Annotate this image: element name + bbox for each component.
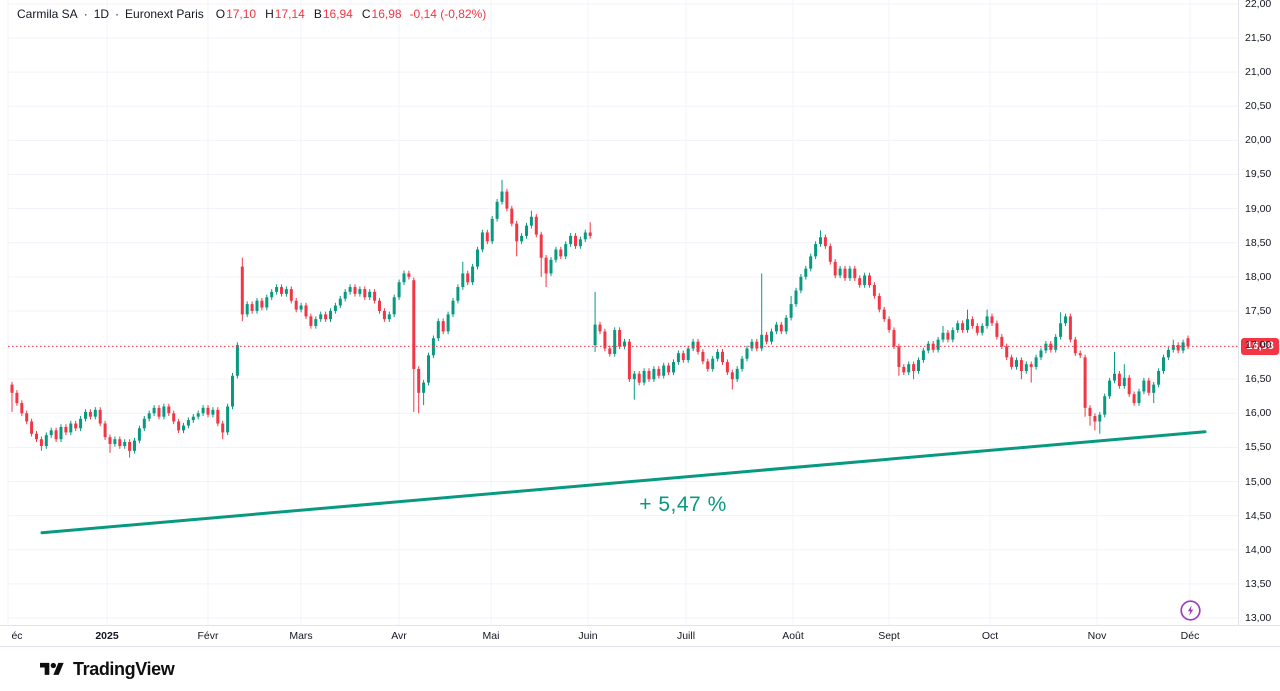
time-tick: Mai — [482, 630, 500, 642]
price-tick: 14,50 — [1245, 509, 1272, 522]
price-tick: 20,50 — [1245, 100, 1272, 113]
lightning-icon[interactable] — [1178, 598, 1203, 623]
time-tick: éc — [11, 630, 23, 642]
time-tick: 2025 — [95, 630, 119, 642]
price-tick: 15,00 — [1245, 475, 1272, 488]
time-tick: Avr — [391, 630, 407, 642]
price-tick: 19,00 — [1245, 202, 1272, 215]
price-tick: 13,50 — [1245, 577, 1272, 590]
symbol-interval: 1D — [93, 7, 110, 21]
price-tick: 17,50 — [1245, 304, 1272, 317]
legend-separator: · — [115, 7, 120, 21]
ohlc-pair: O 17,10 — [215, 7, 257, 21]
tradingview-logo-icon — [40, 662, 64, 675]
price-tick: 16,50 — [1245, 373, 1272, 386]
price-tick: 13,00 — [1245, 612, 1272, 624]
time-tick: Oct — [981, 630, 999, 642]
price-tick: 14,00 — [1245, 543, 1272, 556]
time-tick: Juin — [578, 630, 598, 642]
price-change: -0,14 (-0,82%) — [409, 7, 487, 21]
ohlc-pair: H 17,14 — [265, 7, 305, 21]
time-tick: Juill — [676, 630, 696, 642]
gridlines — [7, 0, 1238, 625]
legend-ohlc: O 17,10 H 17,14 B 16,94 C 16,98 — [216, 7, 402, 21]
legend-separator: · — [83, 7, 88, 21]
current-price-badge: 16,98 — [1241, 337, 1279, 355]
price-tick: 17,00 — [1245, 339, 1272, 352]
candlestick-chart[interactable] — [0, 0, 1238, 625]
time-tick: Août — [782, 630, 804, 642]
chart-region: Carmila SA · 1D · Euronext Paris O 17,10 H… — [0, 0, 1280, 625]
candles-layer — [10, 179, 1190, 458]
time-tick: Déc — [1180, 630, 1200, 642]
ohlc-pair: B 16,94 — [313, 7, 353, 21]
time-axis[interactable]: éc 2025 Févr Mars Avr Mai Juin Juill Août Sept Oct… — [0, 625, 1280, 646]
price-tick: 21,00 — [1245, 66, 1272, 79]
price-tick: 22,00 — [1245, 0, 1272, 10]
time-tick: Févr — [197, 630, 219, 642]
price-axis[interactable]: 16,98 13,00 13,50 14,00 14,50 15,00 15,50 16,0… — [1238, 0, 1280, 625]
symbol-title: Carmila SA — [17, 7, 78, 21]
price-tick: 19,50 — [1245, 168, 1272, 181]
trendline-gain-label[interactable]: + 5,47 % — [639, 493, 727, 516]
trendline[interactable] — [40, 430, 1207, 535]
price-tick: 21,50 — [1245, 32, 1272, 44]
tradingview-logo[interactable]: TradingView — [40, 658, 175, 680]
ohlc-pair: C 16,98 — [361, 7, 402, 21]
price-tick: 20,00 — [1245, 134, 1272, 147]
time-tick: Mars — [289, 630, 313, 642]
price-tick: 18,50 — [1245, 236, 1272, 249]
symbol-exchange: Euronext Paris — [125, 7, 204, 21]
price-tick: 15,50 — [1245, 441, 1272, 454]
time-tick: Nov — [1087, 630, 1107, 642]
price-tick: 18,00 — [1245, 270, 1272, 283]
attribution-bar: TradingView — [0, 646, 1280, 691]
tradingview-wordmark: TradingView — [73, 658, 175, 679]
symbol-legend[interactable]: Carmila SA · 1D · Euronext Paris O 17,10 H… — [17, 7, 486, 21]
time-tick: Sept — [878, 630, 900, 642]
price-tick: 16,00 — [1245, 407, 1272, 420]
